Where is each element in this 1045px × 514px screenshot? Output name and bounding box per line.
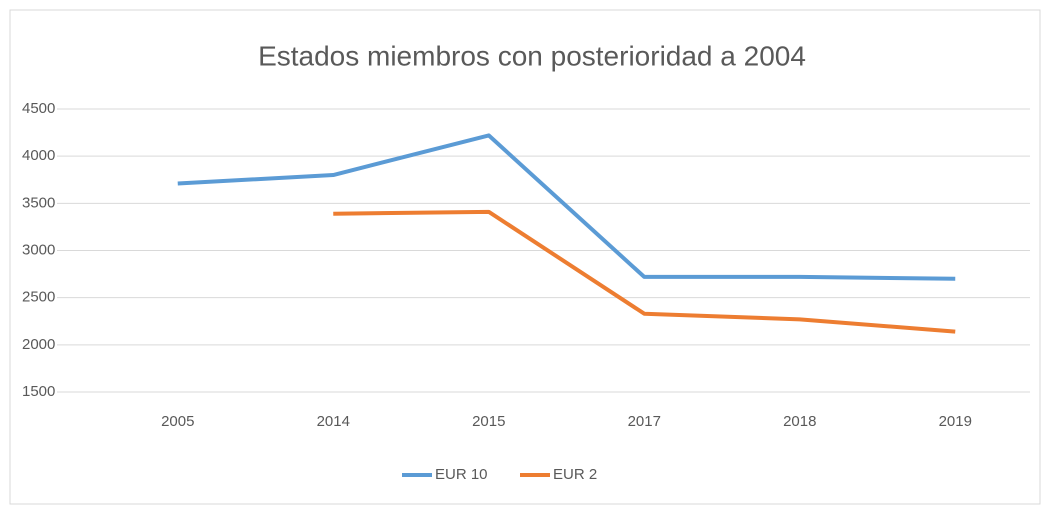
y-tick-label: 1500 <box>22 383 55 400</box>
x-tick-label: 2017 <box>628 413 661 430</box>
line-series <box>177 133 956 281</box>
y-tick-label: 3500 <box>22 194 55 211</box>
x-tick-label: 2019 <box>939 413 972 430</box>
y-tick-label: 3000 <box>22 241 55 258</box>
chart-border <box>9 9 1041 505</box>
y-tick-label: 4500 <box>22 100 55 117</box>
x-tick-label: 2005 <box>161 413 194 430</box>
line-series <box>333 209 956 334</box>
y-tick-label: 4000 <box>22 147 55 164</box>
chart-title: Estados miembros con posterioridad a 200… <box>258 40 806 71</box>
x-tick-label: 2018 <box>783 413 816 430</box>
legend-label: EUR 10 <box>435 466 488 483</box>
y-tick-label: 2500 <box>22 289 55 306</box>
x-tick-label: 2014 <box>317 413 350 430</box>
y-tick-label: 2000 <box>22 336 55 353</box>
x-tick-label: 2015 <box>472 413 505 430</box>
legend-label: EUR 2 <box>553 466 597 483</box>
